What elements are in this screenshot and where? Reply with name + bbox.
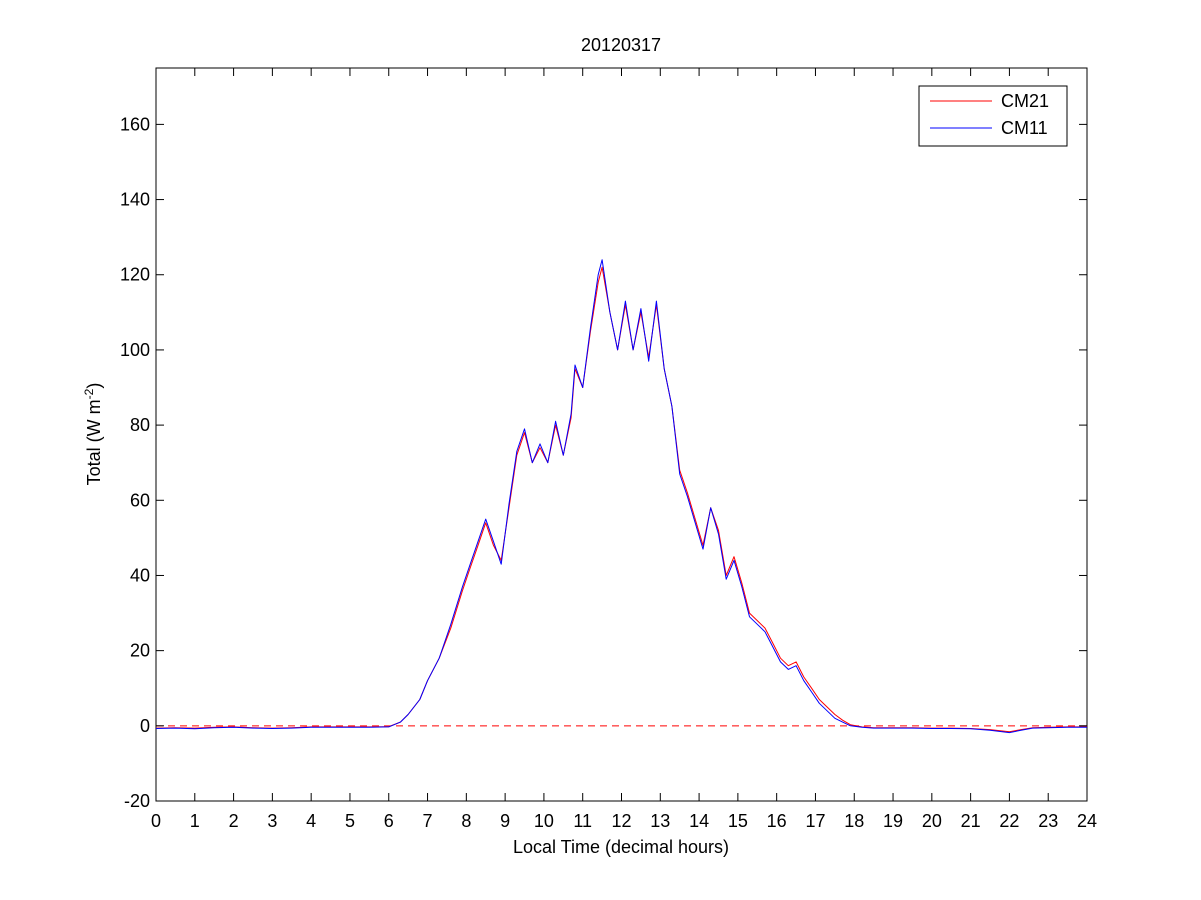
y-tick-label: 100 <box>120 340 150 360</box>
x-axis-ticks: 0 1 2 3 4 5 6 7 8 9 10 11 12 13 14 15 16 17 18 19 20 21 22 23 24 <box>151 68 1097 831</box>
x-tick-label: 23 <box>1038 811 1058 831</box>
x-tick-label: 15 <box>728 811 748 831</box>
series-group <box>155 259 1087 734</box>
y-tick-label: -20 <box>124 791 150 811</box>
x-tick-label: 13 <box>650 811 670 831</box>
x-tick-label: 22 <box>999 811 1019 831</box>
x-tick-label: 14 <box>689 811 709 831</box>
axes-box <box>155 67 1088 802</box>
y-axis-label-main: Total (W m <box>84 399 104 485</box>
x-tick-label: 20 <box>922 811 942 831</box>
legend-box <box>918 85 1068 147</box>
x-tick-label: 7 <box>423 811 433 831</box>
y-tick-label: 0 <box>140 716 150 736</box>
x-tick-label: 18 <box>844 811 864 831</box>
x-axis-label: Local Time (decimal hours) <box>513 837 729 857</box>
y-axis-ticks: -20 0 20 40 60 80 100 120 140 160 <box>120 114 1087 811</box>
x-tick-label: 12 <box>611 811 631 831</box>
legend: CM21 CM11 <box>918 85 1068 147</box>
y-axis-label: Total (W m-2) <box>82 383 104 486</box>
x-tick-label: 9 <box>500 811 510 831</box>
y-tick-label: 160 <box>120 114 150 134</box>
x-tick-label: 6 <box>384 811 394 831</box>
x-tick-label: 4 <box>306 811 316 831</box>
y-tick-label: 120 <box>120 265 150 285</box>
x-tick-label: 11 <box>573 811 592 831</box>
y-axis-label-close: ) <box>84 383 104 389</box>
x-tick-label: 19 <box>883 811 903 831</box>
legend-label-cm11: CM11 <box>1001 118 1048 138</box>
y-tick-label: 20 <box>130 641 150 661</box>
x-tick-label: 17 <box>805 811 825 831</box>
chart-title: 20120317 <box>581 35 661 55</box>
x-tick-label: 21 <box>961 811 981 831</box>
x-tick-label: 5 <box>345 811 355 831</box>
y-tick-label: 80 <box>130 415 150 435</box>
y-tick-label: 140 <box>120 190 150 210</box>
x-tick-label: 0 <box>151 811 161 831</box>
x-tick-label: 8 <box>461 811 471 831</box>
y-tick-label: 40 <box>130 565 150 585</box>
plot-area <box>155 67 1088 802</box>
legend-label-cm21: CM21 <box>1001 91 1049 111</box>
x-tick-label: 1 <box>190 811 200 831</box>
x-tick-label: 16 <box>767 811 787 831</box>
series-line-cm11 <box>155 259 1087 734</box>
x-tick-label: 2 <box>229 811 239 831</box>
y-axis-label-superscript: -2 <box>82 388 96 399</box>
x-tick-label: 24 <box>1077 811 1097 831</box>
x-tick-label: 3 <box>267 811 277 831</box>
y-tick-label: 60 <box>130 490 150 510</box>
x-tick-label: 10 <box>534 811 554 831</box>
